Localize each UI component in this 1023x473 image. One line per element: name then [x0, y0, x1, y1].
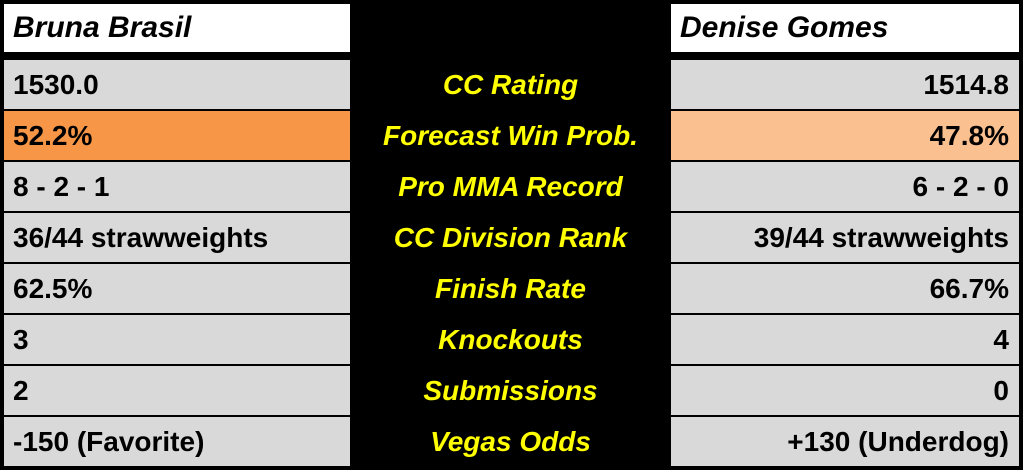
stat-left-submissions: 2	[4, 366, 350, 415]
stat-right-pro-mma-record: 6 - 2 - 0	[671, 162, 1019, 211]
stat-right-submissions: 0	[671, 366, 1019, 415]
stat-left-cc-division-rank: 36/44 strawweights	[4, 213, 350, 262]
stat-left-pro-mma-record: 8 - 2 - 1	[4, 162, 350, 211]
stat-left-vegas-odds: -150 (Favorite)	[4, 417, 350, 466]
stat-right-knockouts: 4	[671, 315, 1019, 364]
stat-left-forecast-win-prob: 52.2%	[4, 111, 350, 160]
stat-label-vegas-odds: Vegas Odds	[430, 425, 591, 457]
stat-right-vegas-odds: +130 (Underdog)	[671, 417, 1019, 466]
stat-right-cc-division-rank: 39/44 strawweights	[671, 213, 1019, 262]
stat-label-pro-mma-record: Pro MMA Record	[398, 170, 623, 202]
stat-label-cc-division-rank: CC Division Rank	[393, 221, 628, 253]
stat-label-knockouts: Knockouts	[438, 323, 583, 355]
fighter-left-column: Bruna Brasil 1530.0 52.2% 8 - 2 - 1 36/4…	[4, 4, 350, 466]
stat-label-submissions: Submissions	[423, 374, 598, 406]
stat-right-cc-rating: 1514.8	[671, 60, 1019, 109]
fighter-left-name: Bruna Brasil	[4, 4, 350, 52]
stat-label-forecast-win-prob: Forecast Win Prob.	[383, 119, 638, 151]
stat-right-finish-rate: 66.7%	[671, 264, 1019, 313]
stat-left-finish-rate: 62.5%	[4, 264, 350, 313]
stat-label-column: CC Rating Forecast Win Prob. Pro MMA Rec…	[350, 4, 671, 466]
stat-label-cc-rating: CC Rating	[442, 68, 579, 100]
center-header-spacer	[350, 4, 671, 52]
stat-left-cc-rating: 1530.0	[4, 60, 350, 109]
stat-right-forecast-win-prob: 47.8%	[671, 111, 1019, 160]
stat-left-knockouts: 3	[4, 315, 350, 364]
fighter-right-name: Denise Gomes	[671, 4, 1019, 52]
fighter-right-column: Denise Gomes 1514.8 47.8% 6 - 2 - 0 39/4…	[671, 4, 1019, 466]
stat-label-finish-rate: Finish Rate	[435, 272, 586, 304]
